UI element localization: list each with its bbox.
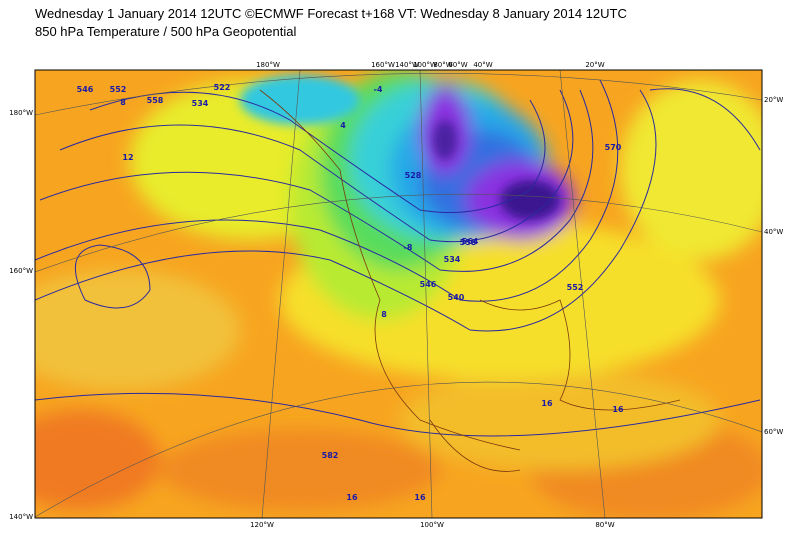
map-frame [34,69,763,519]
contour-label: 570 [605,143,622,152]
left-label: 140°W [9,513,33,521]
top-label: 160°W [371,61,395,69]
contour-label: 540 [448,293,465,302]
right-label: 40°W [764,228,783,236]
left-label: 180°W [9,109,33,117]
bottom-label: 80°W [595,521,614,529]
graticule [35,70,762,518]
bottom-label: 100°W [420,521,444,529]
top-label: 60°W [448,61,467,69]
temperature-field [35,70,762,518]
top-label: 40°W [473,61,492,69]
subtitle-line: 850 hPa Temperature / 500 hPa Geopotenti… [35,24,297,39]
top-label: 180°W [256,61,280,69]
contour-label: 558 [147,96,164,105]
coastlines [259,89,681,472]
contour-label: 558 [460,238,477,247]
title-line: Wednesday 1 January 2014 12UTC ©ECMWF Fo… [35,6,627,21]
contour-label: 552 [567,283,584,292]
right-label: 60°W [764,428,783,436]
contour-label: 528 [405,171,422,180]
contour-label: 582 [322,451,339,460]
top-label: 80°W [433,61,452,69]
left-label: 160°W [9,267,33,275]
contour-label: 534 [192,99,209,108]
top-label: 140°W [395,61,419,69]
contour-label: 16 [541,399,553,408]
top-label: 20°W [585,61,604,69]
contour-label: 546 [77,85,94,94]
geopotential-contours [35,79,761,437]
contour-label: 522 [214,83,231,92]
contour-label: 12 [122,153,133,162]
contour-label: 552 [110,85,127,94]
contour-label: 16 [346,493,358,502]
contour-label: 564 [462,237,479,246]
contour-label: -4 [374,85,383,94]
contour-label: 16 [414,493,426,502]
contour-label: -8 [404,243,413,252]
contour-label: 534 [444,255,461,264]
contour-label: 546 [420,280,437,289]
contour-label: 8 [381,310,387,319]
top-label: 100°W [413,61,437,69]
contour-label: 16 [612,405,624,414]
contour-label: 8 [120,98,126,107]
bottom-label: 120°W [250,521,274,529]
right-label: 20°W [764,96,783,104]
contour-label: 4 [340,121,346,130]
